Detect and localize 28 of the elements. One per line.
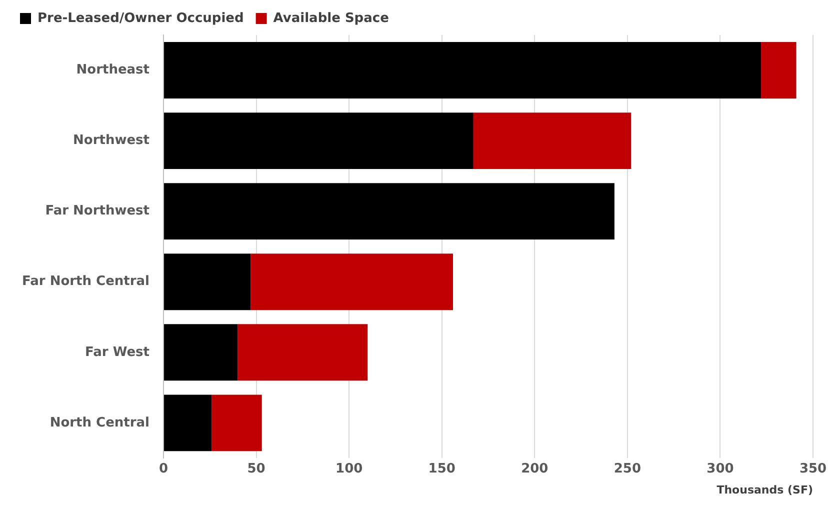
y-tick-label: Northeast [76,62,150,78]
x-tick-label: 100 [336,461,363,476]
y-tick-label: Northwest [73,133,150,148]
y-tick-label: Far North Central [22,274,150,290]
y-tick-label: Far West [85,344,150,360]
x-tick-label: 50 [247,461,266,476]
bar [164,183,614,240]
x-tick-label: 0 [158,461,168,476]
x-axis-title: Thousands (SF) [716,483,813,496]
y-tick-label: Far Northwest [45,204,150,219]
bar [164,394,212,452]
y-tick-label: North Central [50,415,150,430]
bar [238,324,368,381]
x-tick-label: 200 [521,461,548,476]
bar [164,254,251,310]
bar [250,254,453,310]
bar [164,112,474,170]
bar [473,112,632,170]
x-tick-label: 250 [614,461,641,476]
x-tick-label: 350 [799,461,827,476]
bar [212,394,262,452]
legend-label: Available Space [273,10,390,26]
legend-label: Pre-Leased/Owner Occupied [38,10,244,26]
x-tick-label: 150 [428,461,456,476]
bar [164,42,762,98]
x-tick-label: 300 [706,461,734,476]
bar [761,42,796,98]
bar [164,324,238,381]
